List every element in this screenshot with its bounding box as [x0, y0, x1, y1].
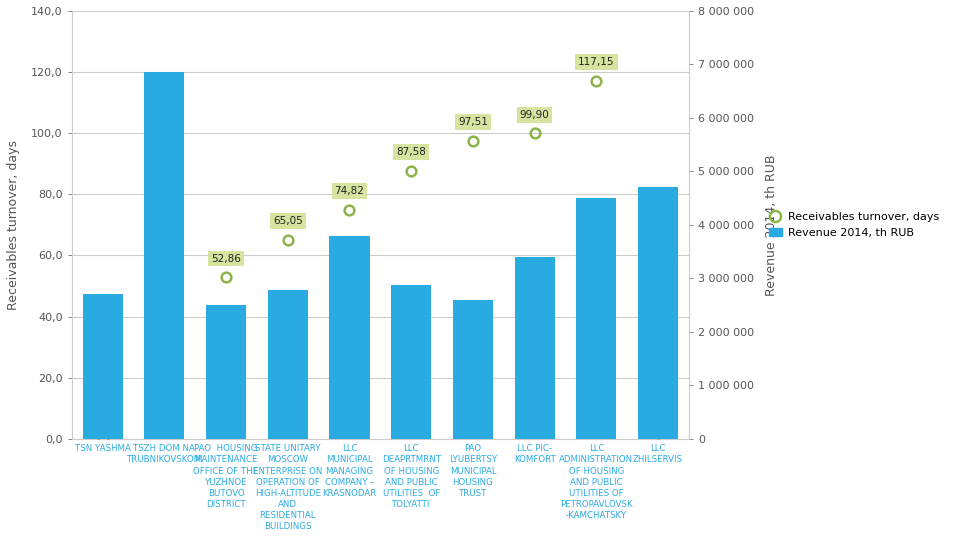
Text: 97,51: 97,51: [458, 117, 488, 127]
Y-axis label: Revenue 2014, th RUB: Revenue 2014, th RUB: [765, 154, 778, 295]
Bar: [206, 305, 246, 439]
Bar: [577, 198, 616, 439]
Text: 52,86: 52,86: [211, 253, 241, 264]
Text: 65,05: 65,05: [273, 216, 303, 226]
Bar: [330, 236, 370, 439]
Text: 99,90: 99,90: [520, 110, 550, 120]
Bar: [453, 300, 493, 439]
Bar: [268, 290, 308, 439]
Bar: [638, 187, 678, 439]
Text: -: -: [656, 412, 660, 422]
Text: 0,06: 0,06: [91, 418, 114, 428]
Text: 74,82: 74,82: [334, 186, 364, 196]
Text: 117,15: 117,15: [579, 57, 615, 67]
Text: 30,22: 30,22: [149, 323, 179, 332]
Legend: Receivables turnover, days, Revenue 2014, th RUB: Receivables turnover, days, Revenue 2014…: [769, 212, 939, 238]
Bar: [514, 257, 554, 439]
Bar: [391, 285, 431, 439]
Y-axis label: Receivables turnover, days: Receivables turnover, days: [7, 140, 20, 310]
Text: 87,58: 87,58: [396, 147, 426, 158]
Bar: [144, 73, 185, 439]
Bar: [83, 294, 123, 439]
